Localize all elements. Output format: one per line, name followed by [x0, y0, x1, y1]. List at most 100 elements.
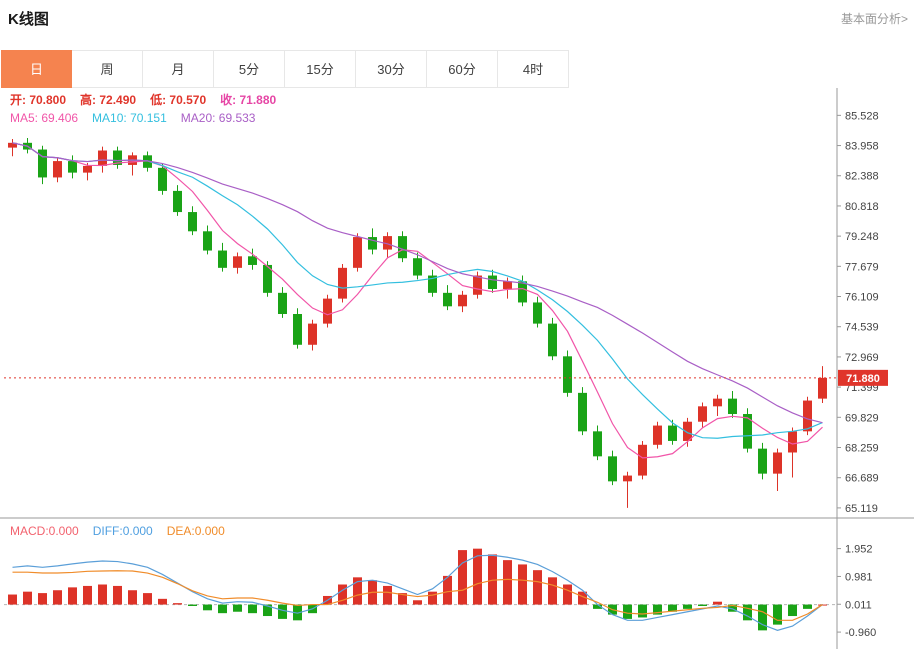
- axis-label: 68.259: [845, 443, 879, 455]
- dea-line: [12, 570, 823, 621]
- candle-body: [743, 414, 752, 449]
- diff-legend-item: DIFF:0.000: [92, 524, 153, 538]
- axis-label: 66.689: [845, 473, 879, 485]
- candle-body: [818, 377, 827, 399]
- macd-bar: [713, 601, 722, 605]
- axis-label: 69.829: [845, 412, 879, 424]
- macd-bar: [758, 604, 767, 631]
- macd-bar: [683, 604, 692, 609]
- macd-bar: [53, 590, 62, 605]
- candle-body: [503, 281, 512, 289]
- timeframe-tabs: 日周月 5分 15分 30分 60分 4时: [1, 50, 569, 88]
- candle-body: [188, 212, 197, 232]
- tab-day[interactable]: 日: [1, 50, 72, 88]
- ma20-line: [12, 142, 823, 424]
- macd-bar: [773, 604, 782, 625]
- dea-legend-item: DEA:0.000: [166, 524, 225, 538]
- macd-bar: [638, 604, 647, 618]
- tab-15min[interactable]: 15分: [285, 50, 356, 88]
- macd-bar: [188, 604, 197, 606]
- tab-60min[interactable]: 60分: [427, 50, 498, 88]
- candle-body: [173, 190, 182, 213]
- candle-body: [278, 292, 287, 315]
- ma10-legend-item: MA10: 70.151: [92, 111, 167, 125]
- macd-bar: [23, 591, 32, 605]
- macd-bar: [68, 587, 77, 605]
- candle-body: [323, 298, 332, 324]
- candle-body: [353, 237, 362, 268]
- ma20-legend-item: MA20: 69.533: [180, 111, 256, 125]
- candle-body: [758, 448, 767, 474]
- macd-bar: [8, 594, 17, 605]
- candle-body: [443, 292, 452, 307]
- macd-bar: [698, 604, 707, 606]
- price-tag-value: 71.880: [846, 373, 880, 385]
- candle-body: [428, 275, 437, 293]
- candle-body: [593, 431, 602, 457]
- ma5-legend-item: MA5: 69.406: [10, 111, 79, 125]
- open-legend-item: 开: 70.800: [10, 93, 67, 107]
- macd-bar: [278, 604, 287, 619]
- tab-week[interactable]: 周: [72, 50, 143, 88]
- macd-bar: [428, 591, 437, 605]
- tab-4hour[interactable]: 4时: [498, 50, 569, 88]
- macd-bar: [128, 590, 137, 605]
- macd-bar: [173, 603, 182, 605]
- close-legend-item: 收: 71.880: [220, 93, 277, 107]
- macd-histogram: [8, 548, 827, 631]
- macd-bar: [353, 577, 362, 605]
- ohlc-legend: 开: 70.800 高: 72.490 低: 70.570 收: 71.880: [10, 91, 290, 108]
- candle-body: [263, 264, 272, 293]
- candle-body: [548, 323, 557, 357]
- low-legend-item: 低: 70.570: [150, 93, 207, 107]
- diff-line: [12, 554, 823, 631]
- candle-body: [608, 456, 617, 482]
- candle-body: [8, 142, 17, 148]
- macd-bar: [443, 575, 452, 605]
- macd-bar: [218, 604, 227, 614]
- macd-bar: [533, 570, 542, 605]
- macd-bar: [143, 593, 152, 605]
- candle-body: [653, 425, 662, 445]
- price-axis-labels: 85.528 83.958 82.388 80.818 79.248 77.679 76.1…: [837, 110, 879, 515]
- fundamental-analysis-link[interactable]: 基本面分析>: [840, 12, 908, 26]
- candle-body: [53, 161, 62, 178]
- candles: [8, 138, 827, 508]
- candle-body: [638, 444, 647, 476]
- candle-body: [233, 256, 242, 268]
- candle-body: [338, 267, 347, 299]
- candle-body: [488, 275, 497, 289]
- macd-bar: [293, 604, 302, 621]
- candle-body: [38, 149, 47, 178]
- axis-label: -0.960: [845, 627, 876, 639]
- macd-bar: [98, 584, 107, 605]
- macd-bar: [743, 604, 752, 621]
- page-title: K线图: [8, 11, 49, 28]
- macd-bar: [158, 598, 167, 605]
- axis-label: 0.011: [845, 599, 872, 611]
- macd-bar: [548, 577, 557, 605]
- macd-legend: MACD:0.000 DIFF:0.000 DEA:0.000: [10, 524, 239, 538]
- candle-body: [803, 400, 812, 432]
- price-tag: 71.880: [838, 369, 888, 386]
- macd-bar: [653, 604, 662, 615]
- candle-body: [218, 250, 227, 268]
- axis-label: 80.818: [845, 201, 879, 213]
- candle-body: [113, 150, 122, 165]
- axis-label: 65.119: [845, 503, 878, 515]
- axis-label: 72.969: [845, 352, 879, 364]
- macd-bar: [788, 604, 797, 617]
- tab-30min[interactable]: 30分: [356, 50, 427, 88]
- candle-body: [98, 150, 107, 166]
- candle-body: [158, 167, 167, 191]
- candle-body: [563, 356, 572, 393]
- candle-body: [473, 275, 482, 295]
- tab-month[interactable]: 月: [143, 50, 214, 88]
- candle-body: [668, 425, 677, 441]
- macd-axis-labels: 1.952 0.981 0.011 -0.960: [837, 544, 876, 639]
- macd-bar: [113, 585, 122, 605]
- tab-5min[interactable]: 5分: [214, 50, 285, 88]
- candle-body: [773, 452, 782, 474]
- macd-bar: [38, 593, 47, 605]
- high-legend-item: 高: 72.490: [80, 93, 137, 107]
